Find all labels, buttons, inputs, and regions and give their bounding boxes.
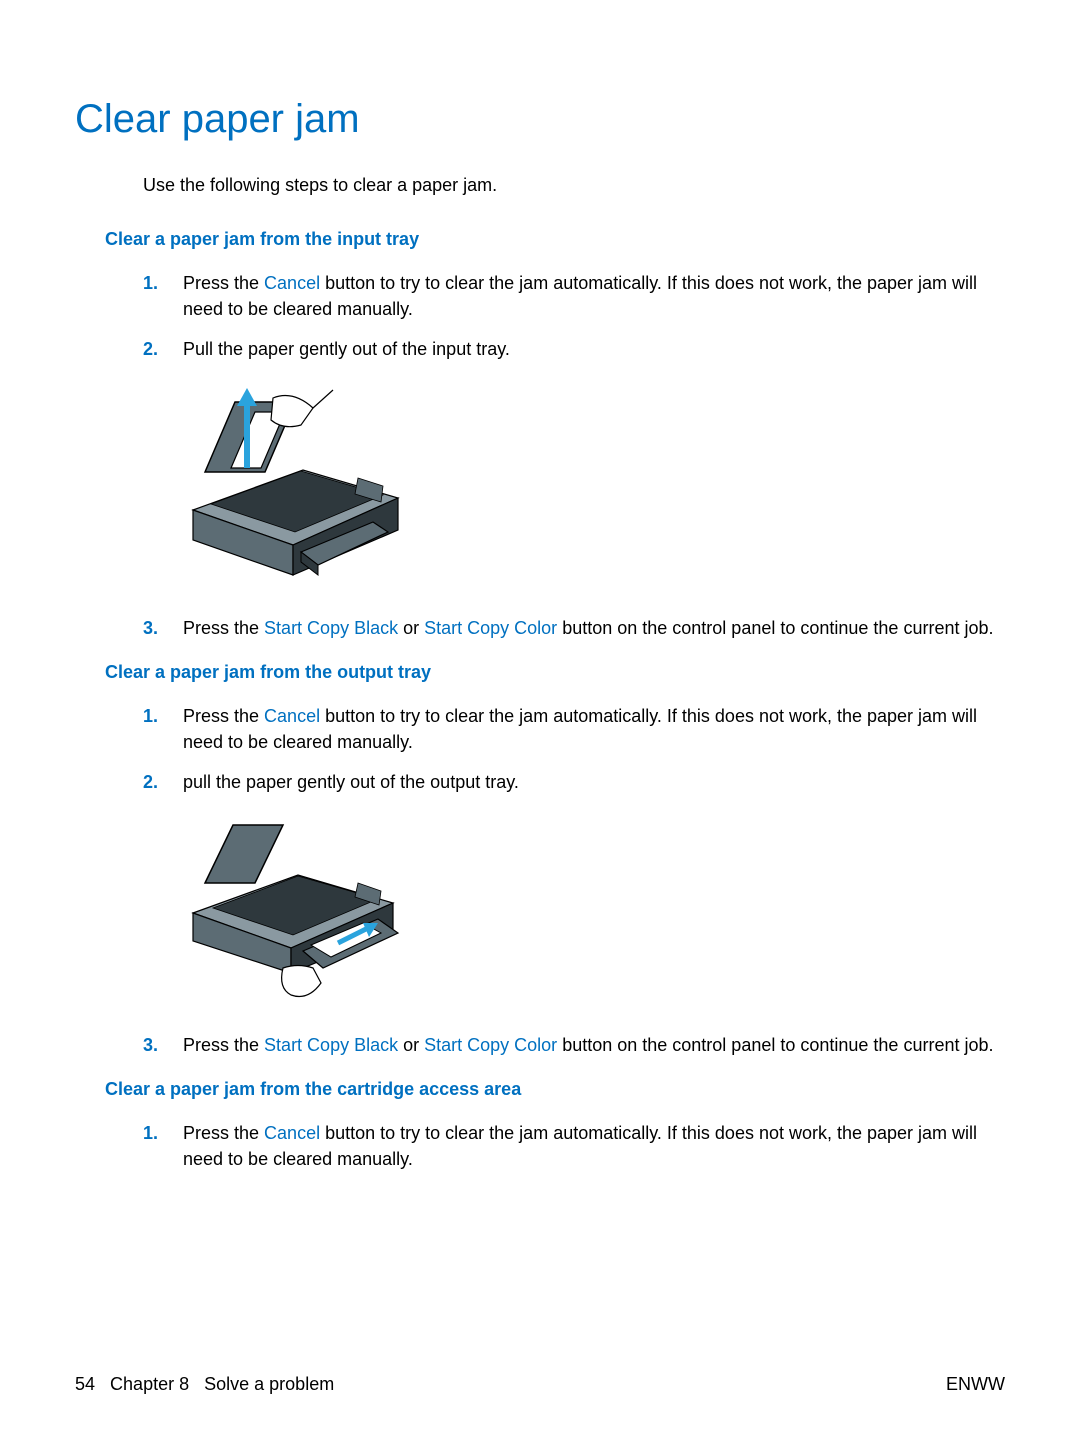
page-footer: 54 Chapter 8 Solve a problem ENWW <box>75 1371 1005 1397</box>
step-number: 3. <box>143 1032 183 1058</box>
step-number: 2. <box>143 769 183 795</box>
step-item: 2. pull the paper gently out of the outp… <box>143 769 1005 795</box>
start-copy-black-link: Start Copy Black <box>264 618 398 638</box>
step-text: Press the Start Copy Black or Start Copy… <box>183 615 1005 641</box>
chapter-title: Solve a problem <box>204 1374 334 1394</box>
cancel-link: Cancel <box>264 1123 320 1143</box>
step-text: Press the Cancel button to try to clear … <box>183 703 1005 755</box>
step-number: 1. <box>143 1120 183 1146</box>
intro-text: Use the following steps to clear a paper… <box>143 172 1005 198</box>
step-item: 1. Press the Cancel button to try to cle… <box>143 270 1005 322</box>
chapter-label: Chapter 8 <box>110 1374 189 1394</box>
start-copy-black-link: Start Copy Black <box>264 1035 398 1055</box>
cancel-link: Cancel <box>264 706 320 726</box>
figure-input-tray <box>183 380 1005 592</box>
section-heading: Clear a paper jam from the input tray <box>105 226 1005 252</box>
section-heading: Clear a paper jam from the cartridge acc… <box>105 1076 1005 1102</box>
start-copy-color-link: Start Copy Color <box>424 1035 557 1055</box>
step-item: 3. Press the Start Copy Black or Start C… <box>143 615 1005 641</box>
step-text: pull the paper gently out of the output … <box>183 769 1005 795</box>
locale-label: ENWW <box>946 1371 1005 1397</box>
step-text: Press the Cancel button to try to clear … <box>183 1120 1005 1172</box>
step-number: 1. <box>143 270 183 296</box>
step-text: Press the Start Copy Black or Start Copy… <box>183 1032 1005 1058</box>
step-number: 3. <box>143 615 183 641</box>
start-copy-color-link: Start Copy Color <box>424 618 557 638</box>
section-heading: Clear a paper jam from the output tray <box>105 659 1005 685</box>
step-text: Pull the paper gently out of the input t… <box>183 336 1005 362</box>
step-item: 3. Press the Start Copy Black or Start C… <box>143 1032 1005 1058</box>
cancel-link: Cancel <box>264 273 320 293</box>
step-text: Press the Cancel button to try to clear … <box>183 270 1005 322</box>
step-number: 1. <box>143 703 183 729</box>
step-number: 2. <box>143 336 183 362</box>
page-title: Clear paper jam <box>75 90 1005 148</box>
figure-output-tray <box>183 813 1005 1010</box>
page-number: 54 <box>75 1374 95 1394</box>
step-item: 2. Pull the paper gently out of the inpu… <box>143 336 1005 362</box>
step-item: 1. Press the Cancel button to try to cle… <box>143 1120 1005 1172</box>
step-item: 1. Press the Cancel button to try to cle… <box>143 703 1005 755</box>
